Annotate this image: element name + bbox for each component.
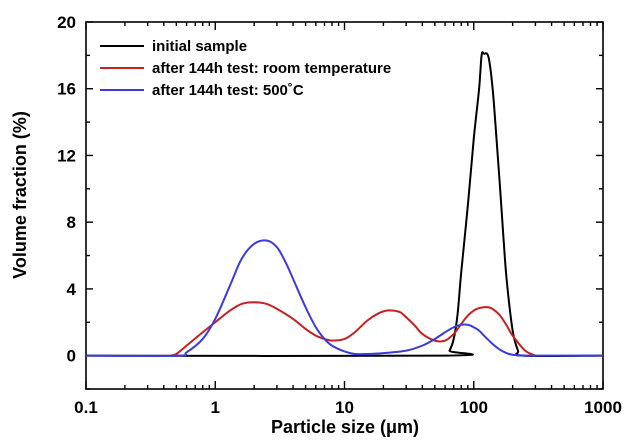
- x-tick-label: 1: [211, 398, 220, 417]
- series-layer: [85, 51, 604, 358]
- y-tick-label: 8: [67, 213, 76, 232]
- x-axis-title: Particle size (μm): [271, 417, 419, 437]
- x-tick-label: 10: [335, 398, 354, 417]
- series-room-temperature-line: [170, 301, 536, 357]
- y-tick-label: 4: [67, 280, 77, 299]
- y-tick-label: 0: [67, 347, 76, 366]
- legend-room-temperature-label: after 144h test: room temperature: [152, 60, 391, 77]
- x-tick-label: 1000: [584, 398, 622, 417]
- x-tick-label: 0.1: [74, 398, 98, 417]
- series-500c-line: [85, 239, 603, 357]
- x-tick-label: 100: [460, 398, 488, 417]
- y-tick-label: 20: [57, 13, 76, 32]
- legend: initial sample after 144h test: room temp…: [100, 38, 391, 99]
- y-tick-label: 12: [57, 146, 76, 165]
- y-tick-label: 16: [57, 80, 76, 99]
- y-axis-title: Volume fraction (%): [10, 111, 30, 279]
- legend-initial-sample-label: initial sample: [152, 38, 247, 55]
- x-axis: 0.1 1 10 100 1000: [74, 22, 622, 417]
- y-axis: 0 4 8 12 16 20: [57, 13, 603, 390]
- legend-500c-label: after 144h test: 500˚C: [152, 82, 304, 99]
- plot-border: [85, 21, 604, 390]
- series-initial-sample-line: [85, 51, 604, 358]
- plot-frame: [85, 21, 604, 390]
